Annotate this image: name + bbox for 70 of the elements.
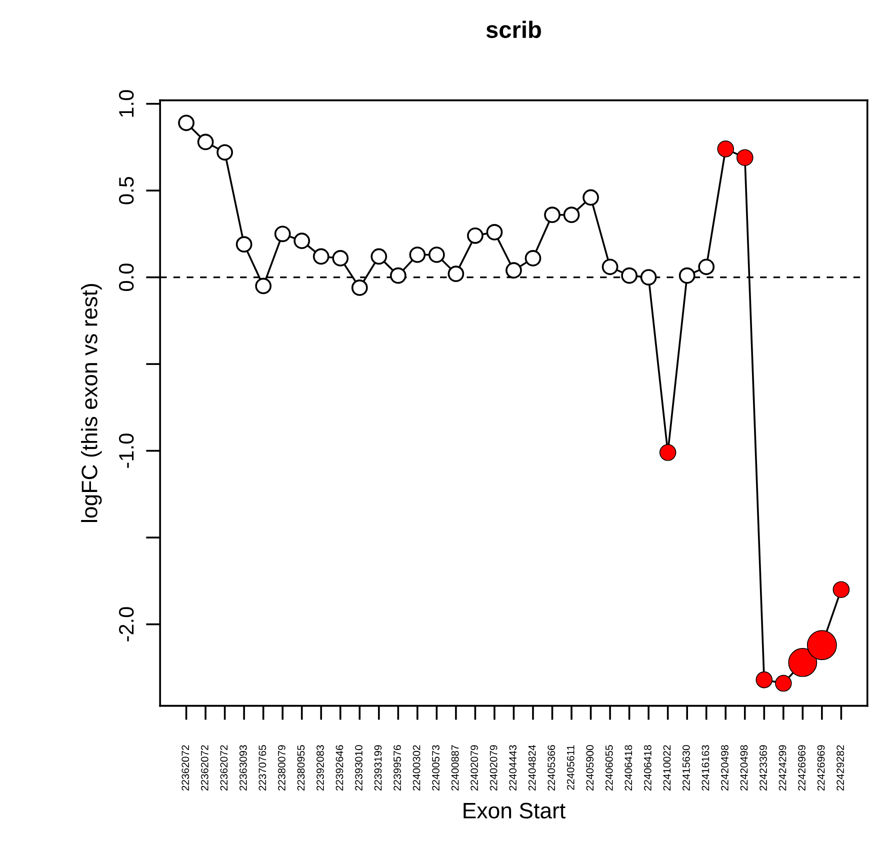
- y-axis-title: logFC (this exon vs rest): [81, 284, 102, 522]
- point: [351, 280, 368, 296]
- y-tick-label: 0.5: [118, 176, 134, 204]
- x-tick-label: 22380079: [278, 745, 286, 791]
- point: [274, 226, 291, 242]
- chart-title: scrib: [486, 20, 541, 38]
- point: [640, 269, 657, 286]
- x-tick-label: 22420498: [721, 745, 728, 791]
- point: [216, 144, 233, 161]
- x-tick-label: 22405366: [548, 745, 556, 791]
- x-tick-label: 22404443: [509, 745, 517, 791]
- x-tick-label: 22363093: [239, 745, 247, 791]
- point: [544, 206, 560, 224]
- x-tick-label: 22400573: [432, 745, 440, 791]
- point: [486, 224, 503, 240]
- point: [602, 258, 618, 276]
- x-tick-label: 22405611: [566, 745, 574, 790]
- x-tick-label: 22362072: [182, 745, 190, 791]
- x-tick-label: 22410022: [663, 745, 671, 791]
- x-tick-label: 22393199: [374, 745, 382, 791]
- x-tick-label: 22423369: [760, 745, 767, 791]
- point: [312, 248, 330, 265]
- x-tick-label: 22362072: [220, 745, 228, 791]
- x-tick-label: 22402079: [470, 745, 478, 791]
- x-tick-label: 22406418: [624, 745, 632, 791]
- x-tick-label: 22370765: [258, 745, 266, 791]
- point: [621, 267, 638, 284]
- point: [409, 246, 426, 263]
- y-tick-label: 1.0: [118, 90, 134, 117]
- point: [448, 266, 464, 282]
- x-tick-label: 22406055: [605, 745, 613, 791]
- point: [698, 258, 715, 276]
- y-tick-label: -2.0: [118, 607, 134, 642]
- y-tick-label: 0.0: [118, 264, 134, 291]
- x-tick-label: 22416163: [702, 745, 710, 791]
- x-tick-label: 22415630: [682, 745, 690, 791]
- point: [178, 114, 194, 132]
- x-tick-label: 22393010: [355, 745, 362, 791]
- point: [332, 250, 349, 266]
- point: [390, 267, 406, 284]
- x-axis-title: Exon Start: [464, 802, 566, 819]
- point: [236, 236, 252, 253]
- point: [563, 206, 580, 224]
- x-tick-label: 22420498: [740, 745, 748, 791]
- x-tick-label: 22424299: [778, 745, 786, 791]
- point: [467, 227, 484, 244]
- point: [370, 248, 388, 265]
- point: [428, 246, 445, 263]
- x-tick-label: 22406418: [644, 745, 652, 791]
- x-tick-label: 22426969: [798, 745, 806, 791]
- x-tick-label: 22392083: [316, 745, 324, 791]
- x-tick-label: 22400887: [451, 745, 459, 791]
- x-tick-label: 22400302: [412, 745, 420, 791]
- point: [678, 267, 696, 284]
- point: [255, 278, 272, 294]
- x-tick-label: 22426969: [817, 745, 825, 791]
- x-tick-label: 22429282: [836, 745, 844, 791]
- point: [294, 232, 310, 250]
- y-tick-label: -1.0: [118, 434, 134, 468]
- x-tick-label: 22405900: [586, 745, 594, 791]
- x-tick-label: 22404824: [528, 745, 536, 791]
- x-tick-label: 22362072: [200, 745, 208, 791]
- x-tick-label: 22392646: [336, 745, 344, 791]
- x-tick-label: 22402079: [490, 745, 498, 791]
- point: [582, 189, 599, 206]
- x-tick-label: 22399576: [394, 745, 401, 791]
- point: [197, 134, 214, 150]
- point: [524, 250, 542, 266]
- x-tick-label: 22380955: [297, 745, 305, 791]
- point: [506, 262, 522, 279]
